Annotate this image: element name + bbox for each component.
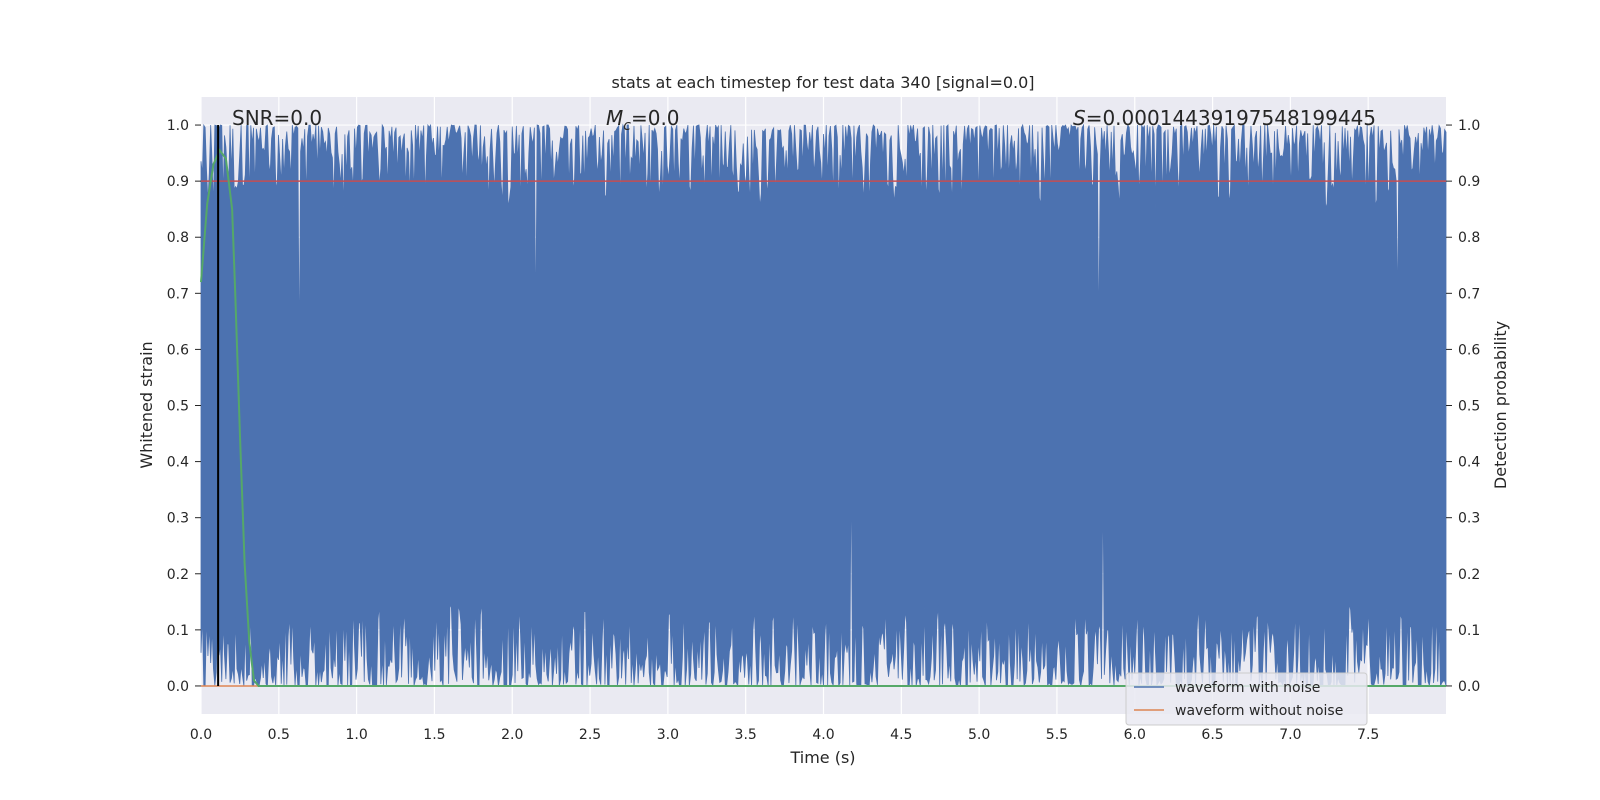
- right-y-tick-label: 0.6: [1458, 342, 1480, 358]
- noise-band: [200, 123, 1447, 688]
- x-tick-label: 7.5: [1357, 727, 1379, 743]
- right-y-tick-label: 0.2: [1458, 567, 1480, 583]
- right-y-tick-label: 0.1: [1458, 623, 1480, 639]
- right-y-tick-label: 1.0: [1458, 118, 1480, 134]
- x-tick-labels: 0.0 0.5 1.0 1.5 2.0 2.5 3.0 3.5 4.0 4.5 5.0 5.5 6.0 6…: [190, 727, 1379, 743]
- right-y-tick-label: 0.4: [1458, 455, 1480, 471]
- legend: waveform with noise waveform without noi…: [1125, 672, 1368, 726]
- right-y-tick-label: 0.3: [1458, 511, 1480, 527]
- x-axis-label: Time (s): [789, 748, 855, 767]
- legend-box: [1125, 672, 1368, 726]
- chirp-mass-value: =0.0: [631, 106, 680, 130]
- right-y-tick-label: 0.5: [1458, 399, 1480, 415]
- series-waveform-with-noise: [200, 123, 1447, 688]
- right-y-tick-label: 0.0: [1458, 679, 1480, 695]
- legend-label-waveform-with-noise: waveform with noise: [1175, 680, 1320, 696]
- x-tick-label: 3.5: [735, 727, 757, 743]
- x-tick-label: 2.5: [579, 727, 601, 743]
- score-annotation: S=0.00014439197548199445: [1073, 106, 1376, 130]
- right-y-tick-label: 0.7: [1458, 286, 1480, 302]
- left-y-tick-label: 0.9: [167, 174, 189, 190]
- x-tick-label: 2.0: [501, 727, 523, 743]
- x-tick-label: 1.5: [423, 727, 445, 743]
- left-y-tick-label: 0.7: [167, 286, 189, 302]
- x-tick-label: 4.5: [890, 727, 912, 743]
- x-tick-label: 4.0: [812, 727, 834, 743]
- left-y-tick-label: 0.2: [167, 567, 189, 583]
- x-tick-label: 0.5: [268, 727, 290, 743]
- snr-annotation: SNR=0.0: [232, 106, 322, 130]
- chirp-mass-annotation: Mc=0.0: [606, 106, 680, 134]
- left-y-axis-label: Whitened strain: [137, 341, 156, 468]
- x-tick-label: 6.5: [1201, 727, 1223, 743]
- right-y-axis-label: Detection probability: [1491, 321, 1510, 489]
- score-symbol: S: [1073, 106, 1086, 130]
- right-y-tick-label: 0.9: [1458, 174, 1480, 190]
- left-y-tick-label: 0.0: [167, 679, 189, 695]
- left-y-tick-label: 0.1: [167, 623, 189, 639]
- x-tick-label: 5.0: [968, 727, 990, 743]
- x-tick-label: 5.5: [1046, 727, 1068, 743]
- x-tick-label: 0.0: [190, 727, 212, 743]
- x-tick-label: 1.0: [345, 727, 367, 743]
- left-y-tick-label: 1.0: [167, 118, 189, 134]
- left-y-tick-label: 0.8: [167, 230, 189, 246]
- left-y-tick-label: 0.6: [167, 342, 189, 358]
- right-y-tick-labels: 0.0 0.1 0.2 0.3 0.4 0.5 0.6 0.7 0.8 0.9 1.0: [1446, 118, 1480, 695]
- left-y-tick-label: 0.4: [167, 455, 189, 471]
- left-y-tick-label: 0.5: [167, 399, 189, 415]
- x-tick-label: 3.0: [657, 727, 679, 743]
- left-y-tick-label: 0.3: [167, 511, 189, 527]
- x-tick-label: 6.0: [1124, 727, 1146, 743]
- score-value: =0.00014439197548199445: [1086, 106, 1376, 130]
- chirp-mass-subscript: c: [623, 118, 631, 134]
- legend-label-waveform-without-noise: waveform without noise: [1175, 703, 1343, 719]
- left-y-tick-labels: 0.0 0.1 0.2 0.3 0.4 0.5 0.6 0.7 0.8 0.9 1.0: [167, 118, 201, 695]
- x-tick-label: 7.0: [1279, 727, 1301, 743]
- right-y-tick-label: 0.8: [1458, 230, 1480, 246]
- chirp-mass-symbol: M: [606, 106, 623, 130]
- chart-title: stats at each timestep for test data 340…: [611, 73, 1034, 92]
